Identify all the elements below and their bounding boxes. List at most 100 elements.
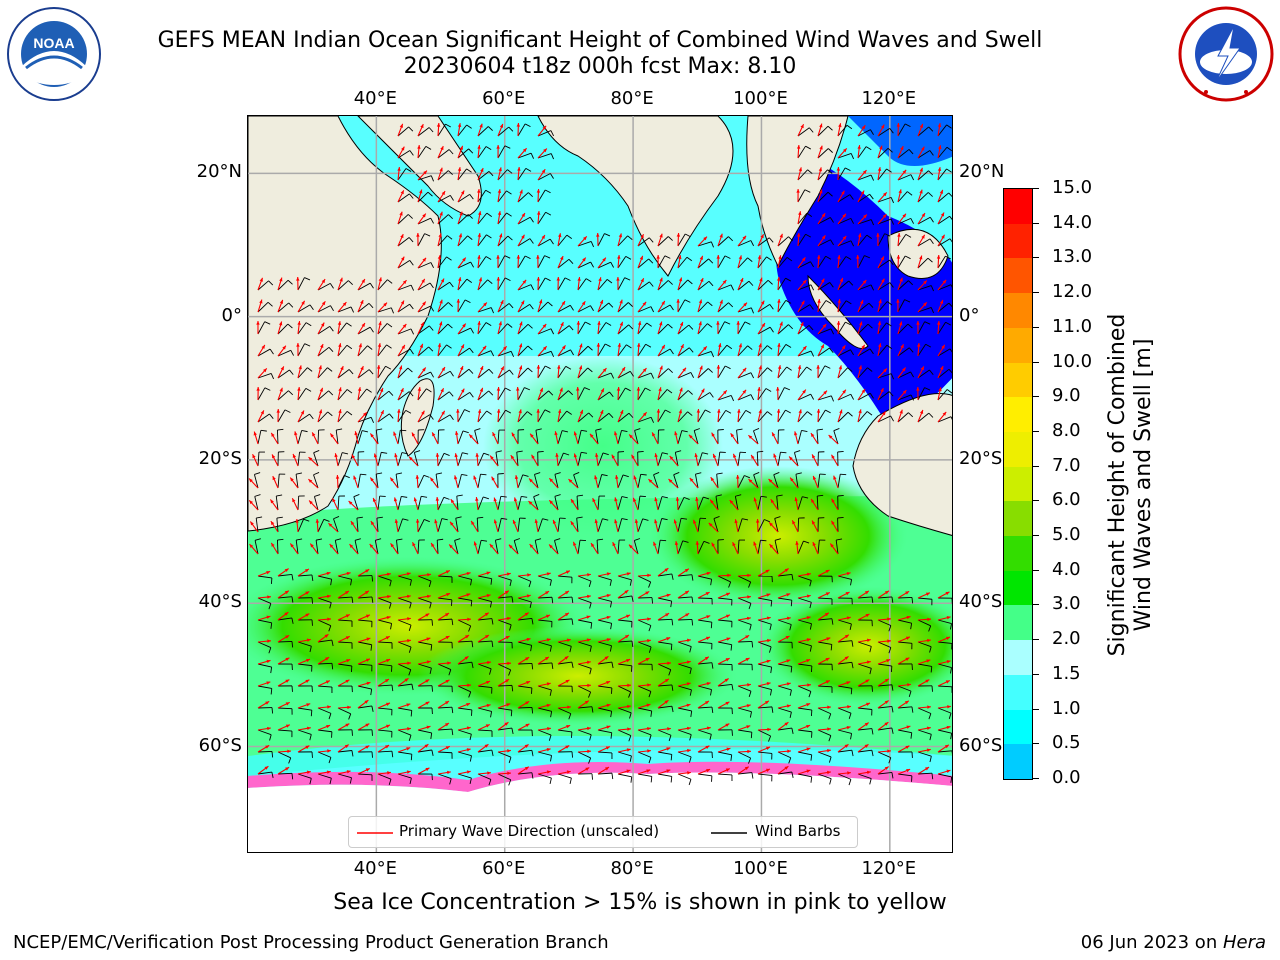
wave-direction-arrow	[757, 727, 772, 732]
wind-barb	[277, 663, 293, 671]
wind-barb	[297, 304, 314, 313]
wave-direction-arrow	[657, 344, 666, 357]
wave-direction-arrow	[450, 498, 459, 511]
wave-direction-arrow	[637, 321, 642, 335]
wave-direction-arrow	[397, 617, 411, 621]
wind-barb	[497, 126, 514, 137]
wind-barb	[736, 428, 743, 445]
wave-direction-arrow	[497, 635, 510, 643]
wind-barb	[495, 450, 502, 467]
wave-direction-arrow	[648, 478, 659, 489]
wind-barb	[777, 300, 792, 313]
chart-title-line2: 20230604 t18z 000h fcst Max: 8.10	[403, 54, 797, 79]
wind-barb	[617, 344, 632, 357]
wind-barb	[673, 472, 680, 489]
wave-direction-arrow	[257, 344, 266, 357]
wave-direction-arrow	[776, 386, 780, 401]
wave-direction-arrow	[477, 771, 491, 775]
wind-barb	[276, 516, 283, 533]
wave-direction-arrow	[917, 123, 924, 137]
wind-barb	[777, 429, 785, 445]
wave-direction-arrow	[497, 749, 511, 753]
wind-barb	[437, 496, 450, 511]
wave-direction-arrow	[637, 367, 647, 379]
wave-direction-arrow	[897, 169, 907, 181]
wind-barb	[897, 323, 913, 335]
wind-barb	[917, 321, 931, 335]
wave-direction-arrow	[857, 169, 867, 181]
wind-barb	[797, 619, 812, 630]
wave-direction-arrow	[877, 658, 891, 665]
wave-direction-arrow	[468, 434, 479, 445]
wind-barb	[717, 409, 732, 423]
wave-direction-arrow	[817, 212, 826, 225]
wind-barb	[377, 684, 394, 692]
wave-direction-arrow	[536, 276, 541, 291]
wind-barb	[437, 302, 453, 313]
colorbar-segment	[1004, 570, 1032, 606]
wind-barb	[897, 663, 913, 670]
wave-direction-arrow	[417, 410, 425, 423]
wave-direction-arrow	[557, 409, 562, 423]
colorbar-tick: 1.0	[1052, 697, 1081, 719]
wave-direction-arrow	[692, 519, 699, 533]
wind-barb	[697, 392, 714, 401]
wind-barb	[617, 235, 633, 247]
legend-wind-barbs: Wind Barbs	[755, 822, 841, 840]
wind-barb	[597, 474, 608, 489]
wind-barb	[276, 538, 284, 555]
wave-direction-arrow	[573, 431, 579, 445]
wind-barb	[877, 168, 892, 181]
wave-direction-arrow	[337, 658, 351, 665]
wind-barb	[917, 369, 934, 379]
wind-barb	[617, 773, 633, 783]
wind-barb	[337, 663, 353, 673]
wind-barb	[716, 472, 723, 489]
wind-barb	[637, 663, 653, 671]
wind-barb	[417, 474, 430, 489]
wave-direction-arrow	[697, 365, 703, 379]
wave-direction-arrow	[837, 277, 844, 291]
wind-barb	[397, 575, 412, 586]
wave-direction-arrow	[437, 145, 444, 159]
wind-barb	[817, 539, 826, 555]
wind-barb	[737, 475, 751, 489]
wind-barb	[317, 367, 333, 379]
wave-direction-arrow	[577, 749, 592, 754]
wave-direction-arrow	[437, 211, 443, 225]
wind-barb	[757, 641, 772, 653]
wind-barb	[457, 661, 474, 669]
wave-direction-arrow	[429, 477, 439, 489]
wave-direction-arrow	[757, 700, 770, 709]
wave-direction-arrow	[597, 766, 610, 775]
wind-barb	[554, 538, 561, 555]
wind-barb	[417, 388, 432, 401]
wave-direction-arrow	[737, 235, 747, 247]
wind-barb	[637, 619, 652, 632]
wave-direction-arrow	[417, 123, 424, 137]
wind-barb	[637, 495, 646, 511]
wind-barb	[395, 472, 403, 489]
wind-barb	[476, 516, 484, 533]
wave-direction-arrow	[337, 679, 350, 687]
wave-direction-arrow	[397, 594, 411, 599]
wind-barb	[477, 597, 492, 608]
wind-barb	[677, 411, 693, 423]
wind-barb	[297, 518, 310, 533]
wind-barb	[577, 619, 593, 629]
wind-barb	[557, 729, 573, 738]
wind-barb	[497, 145, 511, 159]
wind-barb	[617, 595, 634, 602]
wind-barb	[837, 217, 855, 225]
wind-barb	[437, 641, 453, 649]
wind-barb	[437, 452, 450, 467]
wind-barb	[517, 238, 534, 247]
wind-barb	[637, 707, 653, 717]
wave-direction-arrow	[297, 387, 301, 401]
colorbar-tick: 11.0	[1052, 315, 1093, 337]
wave-direction-arrow	[810, 432, 819, 445]
wave-direction-arrow	[517, 343, 523, 357]
wind-barbs-layer	[254, 123, 952, 786]
wind-barb	[257, 429, 267, 445]
wave-direction-arrow	[737, 749, 752, 754]
